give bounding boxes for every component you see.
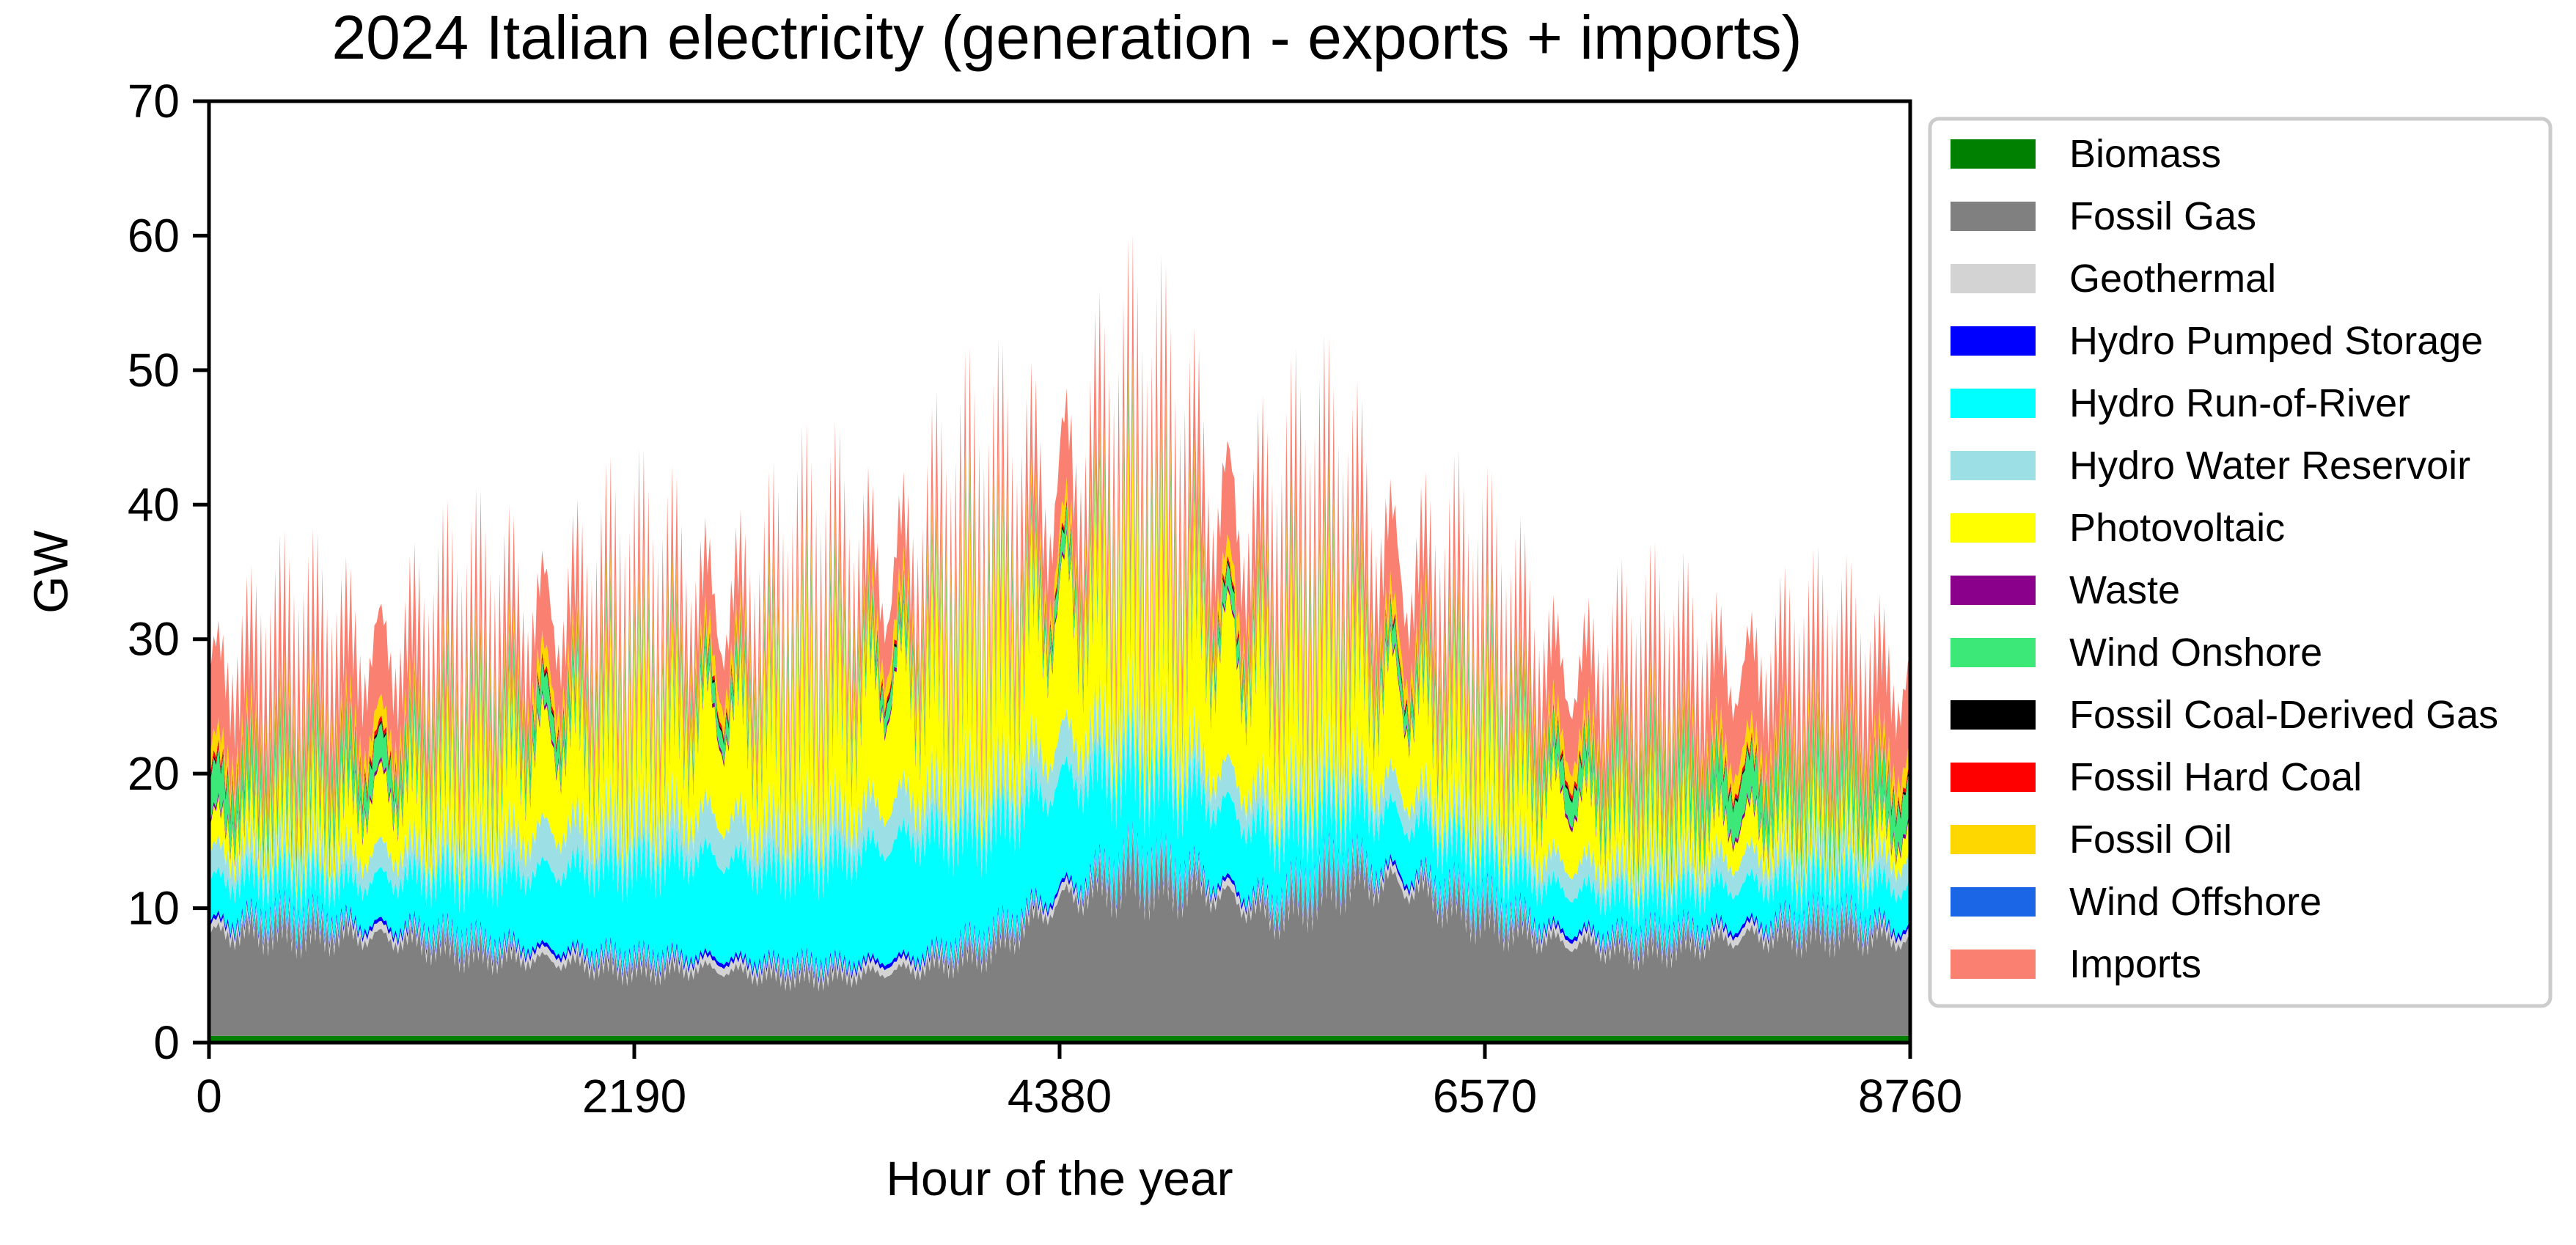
legend-item-wind-onshore: Wind Onshore [1951,631,2322,675]
x-tick-label: 4380 [1008,1070,1112,1123]
legend-label: Fossil Gas [2069,194,2256,238]
series-photovoltaic [209,411,1910,911]
x-axis: 0 2190 4380 6570 8760 [196,1043,1962,1123]
legend-item-fossil-coal-derived-gas: Fossil Coal-Derived Gas [1951,693,2498,737]
y-tick-label: 50 [128,344,180,397]
series-geothermal [209,823,1910,992]
legend-label: Fossil Hard Coal [2069,755,2362,799]
y-tick-label: 10 [128,882,180,935]
legend-swatch [1951,887,2036,917]
legend-swatch [1951,950,2036,979]
legend-label: Waste [2069,568,2180,612]
x-tick-label: 0 [196,1070,222,1123]
legend-label: Biomass [2069,132,2221,176]
y-tick-label: 20 [128,747,180,800]
y-tick-label: 60 [128,209,180,262]
legend-swatch [1951,825,2036,854]
legend-label: Wind Onshore [2069,631,2322,675]
legend-label: Wind Offshore [2069,880,2322,924]
series-layer [209,233,1910,1043]
legend-item-waste: Waste [1951,568,2180,612]
legend-item-wind-offshore: Wind Offshore [1951,880,2322,924]
legend-item-photovoltaic: Photovoltaic [1951,506,2285,550]
x-tick-label: 6570 [1433,1070,1537,1123]
y-axis: 0 10 20 30 40 50 60 70 [128,75,209,1069]
legend-item-fossil-oil: Fossil Oil [1951,818,2232,862]
series-fossil-gas [209,831,1910,1036]
legend-swatch [1951,202,2036,231]
legend-swatch [1951,264,2036,293]
y-axis-label: GW [23,529,78,613]
series-hydro-run-of-river [209,704,1910,980]
legend-label: Imports [2069,942,2201,986]
legend-swatch [1951,139,2036,169]
y-tick-label: 70 [128,75,180,128]
series-hydro-water-reservoir [209,649,1910,928]
legend-swatch [1951,576,2036,605]
legend-swatch [1951,513,2036,543]
legend-item-imports: Imports [1951,942,2201,986]
legend-item-hydro-pumped-storage: Hydro Pumped Storage [1951,319,2483,363]
plot-area [209,233,1910,1043]
legend-swatch [1951,763,2036,792]
legend-label: Fossil Oil [2069,818,2232,862]
legend-swatch [1951,700,2036,730]
y-tick-label: 30 [128,613,180,666]
chart-title: 2024 Italian electricity (generation - e… [331,3,1802,72]
y-tick-label: 0 [153,1016,180,1069]
x-tick-label: 8760 [1858,1070,1962,1123]
x-tick-label: 2190 [582,1070,686,1123]
legend-frame [1928,117,2553,1008]
legend-swatch [1951,451,2036,480]
legend-label: Hydro Run-of-River [2069,381,2410,425]
legend: Biomass Fossil Gas Geothermal Hydro Pumped … [1928,117,2553,1008]
legend-item-hydro-water-reservoir: Hydro Water Reservoir [1951,444,2470,488]
legend-swatch [1951,638,2036,667]
y-tick-label: 40 [128,478,180,531]
legend-label: Geothermal [2069,257,2276,301]
legend-item-hydro-run-of-river: Hydro Run-of-River [1951,381,2410,425]
legend-label: Hydro Pumped Storage [2069,319,2483,363]
legend-item-geothermal: Geothermal [1951,257,2276,301]
legend-item-fossil-gas: Fossil Gas [1951,194,2256,238]
legend-swatch [1951,389,2036,418]
series-hydro-pumped-storage [209,820,1910,984]
legend-item-biomass: Biomass [1951,132,2221,176]
legend-item-fossil-hard-coal: Fossil Hard Coal [1951,755,2362,799]
legend-swatch [1951,326,2036,356]
legend-label: Photovoltaic [2069,506,2285,550]
legend-label: Hydro Water Reservoir [2069,444,2470,488]
legend-label: Fossil Coal-Derived Gas [2069,693,2498,737]
x-axis-label: Hour of the year [886,1151,1233,1205]
